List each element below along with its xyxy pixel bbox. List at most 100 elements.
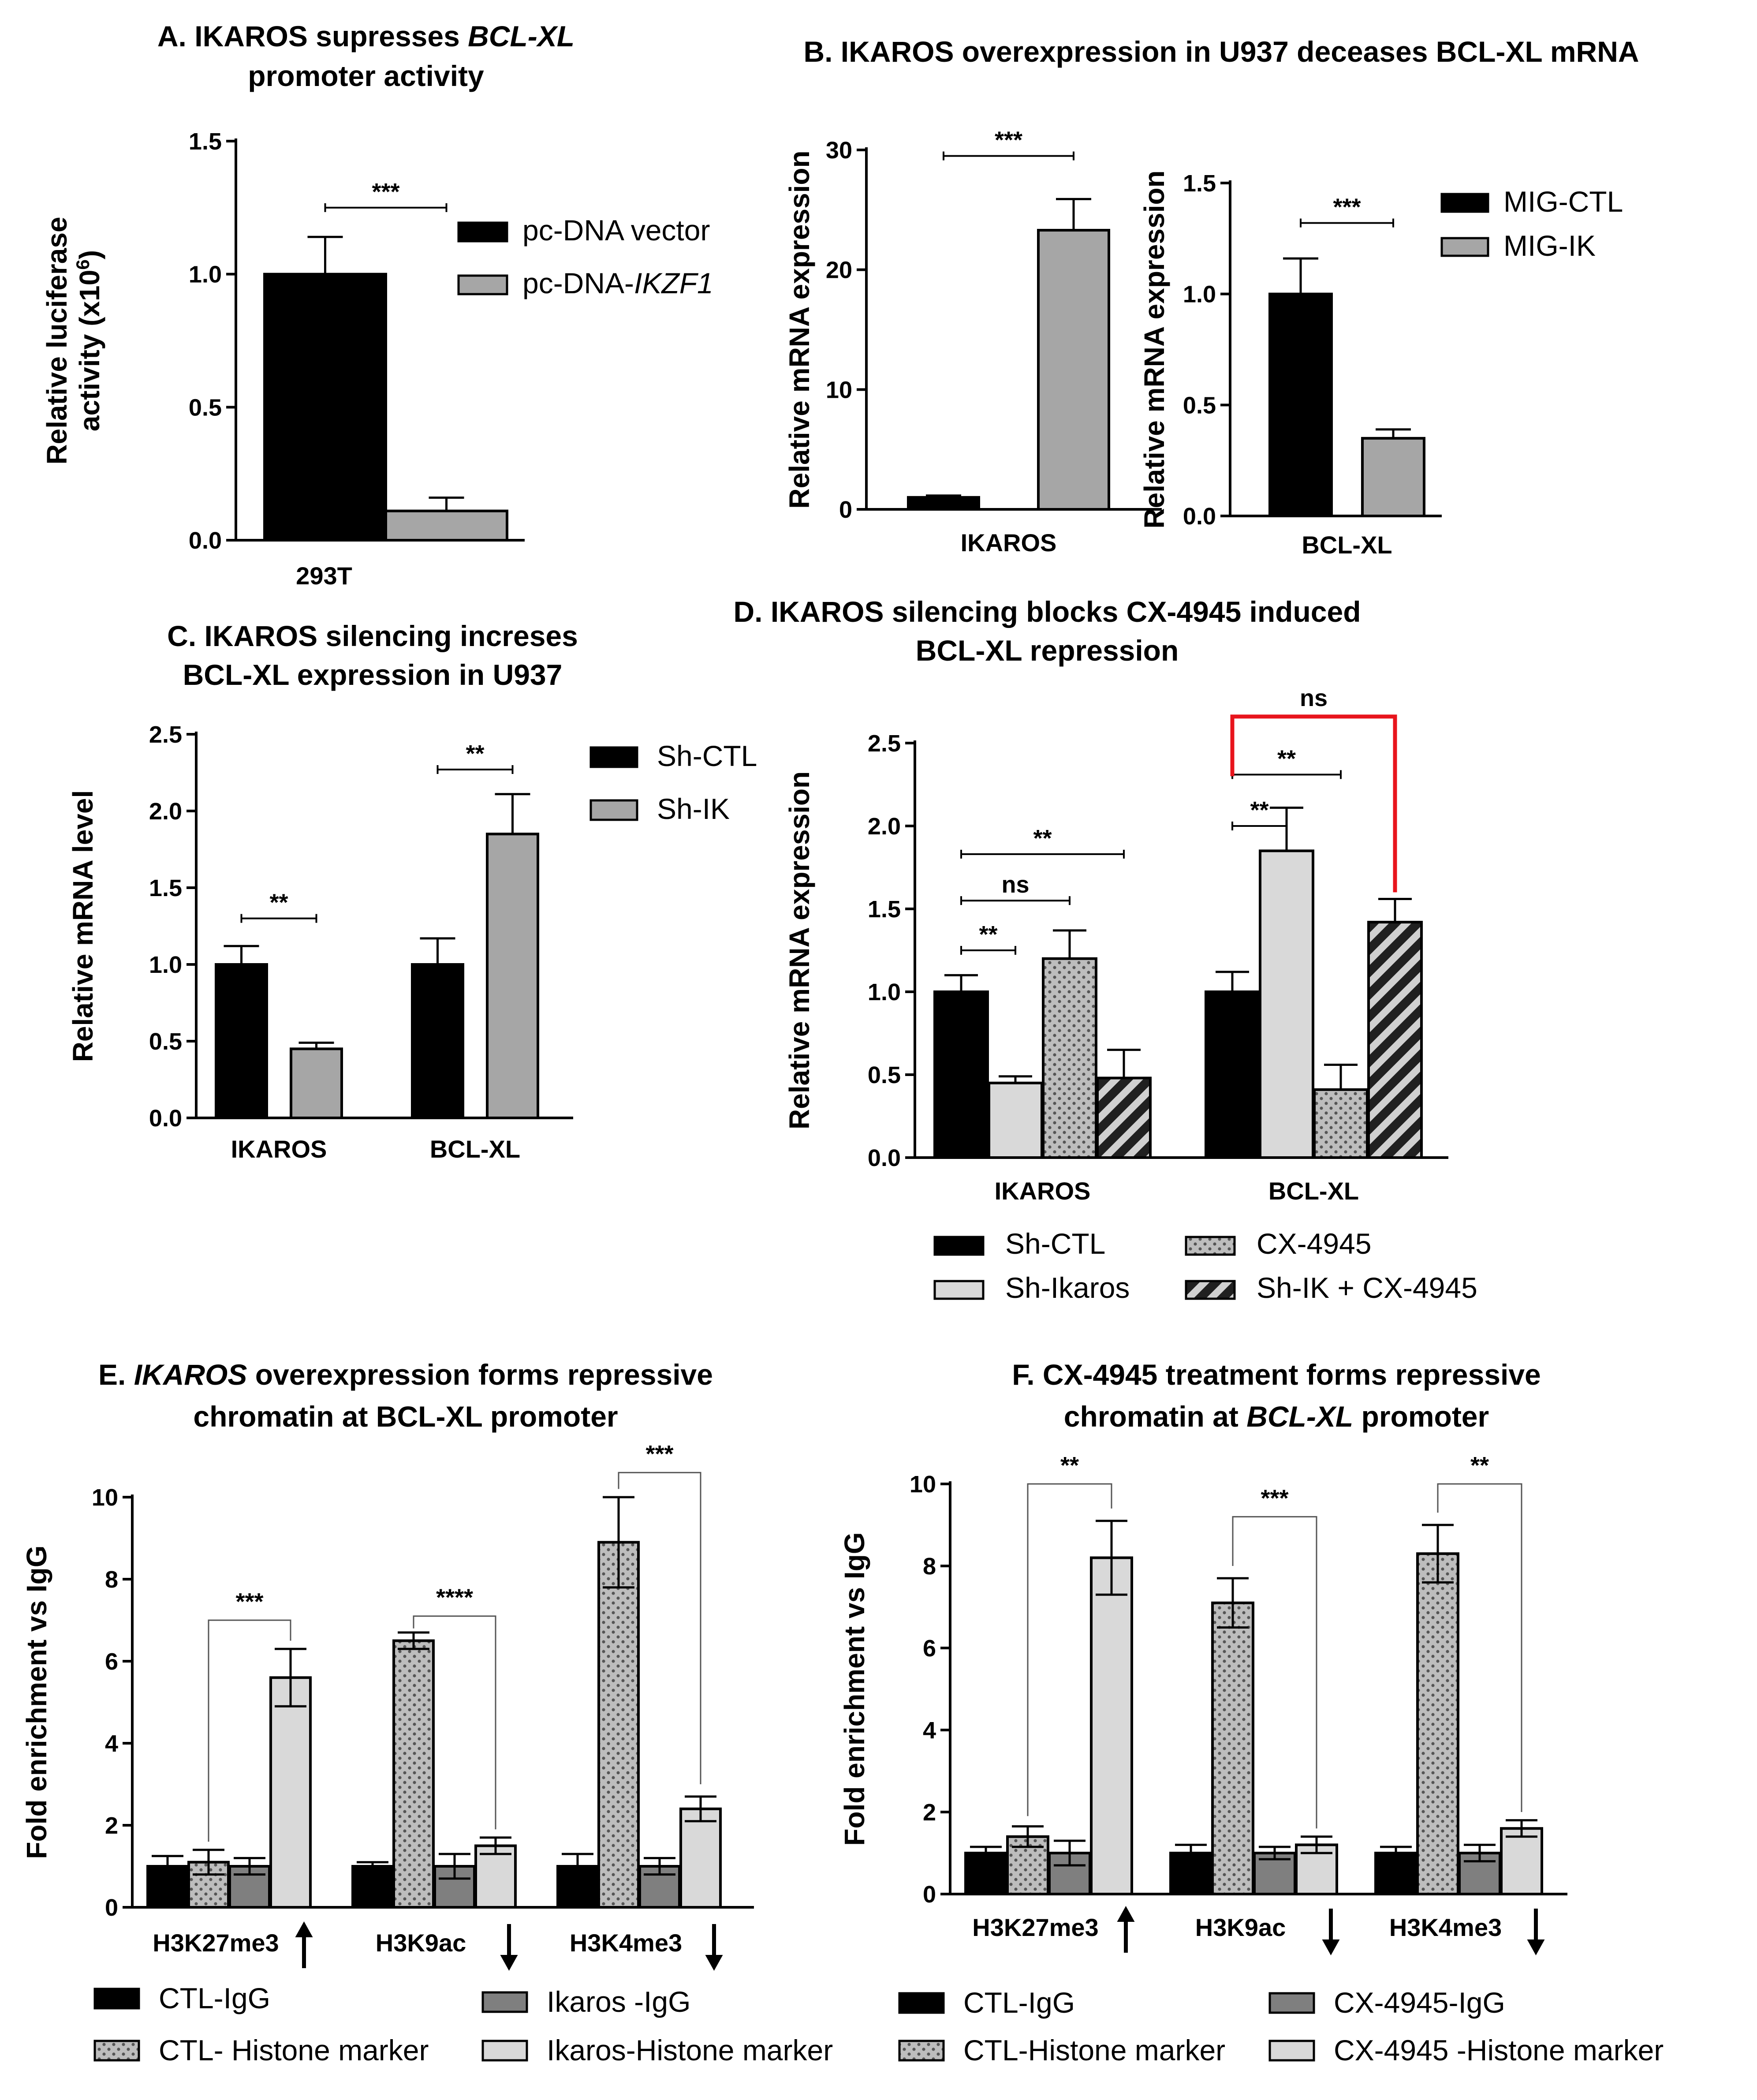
y-axis-label-run-2: ) (74, 250, 105, 259)
legend-label-3-run-0: CX-4945 -Histone marker (1334, 2034, 1664, 2066)
category-label-ikaros: IKAROS (231, 1135, 327, 1163)
bar (474, 1844, 517, 1909)
legend-swatch (898, 1992, 945, 2014)
significance-bracket (1027, 1483, 1112, 1816)
y-axis-label: Relative mRNA expression (783, 771, 815, 1129)
bar (679, 1807, 722, 1909)
chart-title: chromatin at BCL-XL promoter (1064, 1400, 1489, 1433)
arrow-head-down-icon (500, 1955, 518, 1971)
chart-title-run-0: chromatin at BCL-XL promoter (193, 1400, 618, 1433)
chart-title-run-0: C. IKAROS silencing increses (167, 620, 578, 652)
chart-title-run-1: IKAROS (134, 1358, 247, 1391)
legend-label-3-run-0: Sh-IK + CX-4945 (1257, 1271, 1477, 1304)
bar (290, 1047, 343, 1119)
bar (1211, 1601, 1254, 1895)
legend-swatch (481, 1991, 528, 2013)
y-tick-label: 0.5 (189, 394, 222, 421)
y-tick-label: 1.0 (1183, 281, 1216, 308)
legend-swatch (933, 1236, 985, 1256)
y-tick-label: 8 (105, 1566, 118, 1593)
arrow-head-down-icon (1527, 1939, 1545, 1955)
y-tick-label: 1.5 (149, 875, 182, 901)
category-label-h3k9ac: H3K9ac (1195, 1913, 1286, 1941)
bar (907, 496, 980, 511)
y-tick-label: 0.0 (868, 1145, 901, 1171)
y-axis-label-run-0: Fold enrichment vs IgG (21, 1545, 52, 1859)
chart-title: D. IKAROS silencing blocks CX-4945 induc… (733, 595, 1361, 628)
legend-label-1: CTL- Histone marker (159, 2034, 429, 2066)
category-label-h3k27me3: H3K27me3 (972, 1913, 1098, 1941)
legend-swatch (457, 221, 508, 243)
legend-label-1-run-0: MIG-IK (1503, 229, 1596, 262)
significance-label: ** (1470, 1452, 1489, 1479)
y-tick-label: 1.5 (868, 896, 901, 923)
legend-label-1-run-0: pc-DNA- (522, 267, 634, 299)
category-label-h3k4me3: H3K4me3 (1389, 1913, 1502, 1941)
y-tick-label: 2.5 (868, 730, 901, 757)
y-axis-label: Relative mRNA expression (783, 150, 815, 508)
bar (1096, 1076, 1152, 1159)
significance-bracket (208, 1619, 291, 1842)
y-tick-label: 0 (105, 1894, 118, 1921)
bar (269, 1676, 312, 1909)
y-axis-label-run-0: Relative mRNA expression (1138, 170, 1170, 528)
y-tick-label: 2.5 (149, 721, 182, 748)
y-tick-label: 1.5 (189, 128, 222, 155)
legend-swatch (93, 1988, 140, 2010)
panel-d-chart: D. IKAROS silencing blocks CX-4945 induc… (733, 595, 1477, 1304)
chart-title-run-0: F. CX-4945 treatment forms repressive (1012, 1358, 1541, 1391)
bar (1416, 1552, 1459, 1896)
legend-label-2-run-0: CX-4945 (1257, 1227, 1372, 1260)
panel-f-chart: F. CX-4945 treatment forms repressive chr… (839, 1358, 1664, 2066)
legend-label-1: CTL-Histone marker (963, 2034, 1225, 2066)
significance-label: *** (1261, 1485, 1288, 1511)
y-tick-label: 6 (923, 1635, 936, 1662)
legend-swatch (1185, 1236, 1236, 1256)
legend-label-1-run-0: CTL- Histone marker (159, 2034, 429, 2066)
y-axis-label-run-0: Relative mRNA level (67, 790, 99, 1062)
legend-swatch (1268, 2040, 1315, 2062)
y-tick-label: 0 (839, 497, 852, 523)
chart-title-run-2: promoter (1353, 1400, 1489, 1433)
legend-label-0: pc-DNA vector (522, 214, 710, 247)
legend-swatch (1185, 1280, 1236, 1300)
category-label-bcl-xl: BCL-XL (1268, 1177, 1359, 1205)
chart-title: E. IKAROS overexpression forms repressiv… (98, 1358, 713, 1391)
significance-label: ns (1001, 871, 1029, 898)
significance-label: *** (645, 1441, 673, 1467)
y-tick-label: 6 (105, 1648, 118, 1675)
legend-label-1: MIG-IK (1503, 229, 1596, 262)
y-tick-label: 0.5 (1183, 392, 1216, 419)
y-tick-label: 2 (923, 1799, 936, 1826)
legend-label-1: Sh-IK (657, 792, 730, 825)
significance-bracket (618, 1472, 701, 1784)
legend-label-0-run-0: MIG-CTL (1503, 185, 1623, 218)
bar (1090, 1556, 1133, 1895)
arrow-head-up-icon (295, 1921, 313, 1937)
category-label-h3k9ac: H3K9ac (376, 1929, 466, 1957)
bar (1268, 292, 1333, 518)
bar (1042, 957, 1097, 1159)
legend-label-0-run-0: CTL-IgG (159, 1982, 270, 2014)
arrow-head-down-icon (705, 1955, 723, 1971)
y-axis-label-run-0: Relative luciferase (41, 217, 73, 464)
y-tick-label: 10 (910, 1471, 936, 1498)
significance-label: **** (436, 1584, 473, 1611)
significance-label: *** (235, 1588, 263, 1615)
bar (351, 1865, 394, 1909)
bar (486, 833, 539, 1119)
panel-e-chart: E. IKAROS overexpression forms repressiv… (21, 1358, 833, 2066)
legend-label-1-run-0: CTL-Histone marker (963, 2034, 1225, 2066)
significance-bracket (1232, 1516, 1317, 1829)
legend-swatch (481, 2040, 528, 2062)
chart-title: chromatin at BCL-XL promoter (193, 1400, 618, 1433)
legend-label-2: CX-4945-IgG (1334, 1986, 1505, 2019)
y-tick-label: 2.0 (149, 798, 182, 825)
legend-label-2: CX-4945 (1257, 1227, 1372, 1260)
legend-swatch (1440, 237, 1489, 257)
significance-label: *** (1333, 194, 1361, 220)
category-label-h3k4me3: H3K4me3 (570, 1929, 682, 1957)
chart-title-run-2: overexpression forms repressive (247, 1358, 713, 1391)
bar (1313, 1088, 1369, 1159)
category-label-ikaros: IKAROS (995, 1177, 1091, 1205)
